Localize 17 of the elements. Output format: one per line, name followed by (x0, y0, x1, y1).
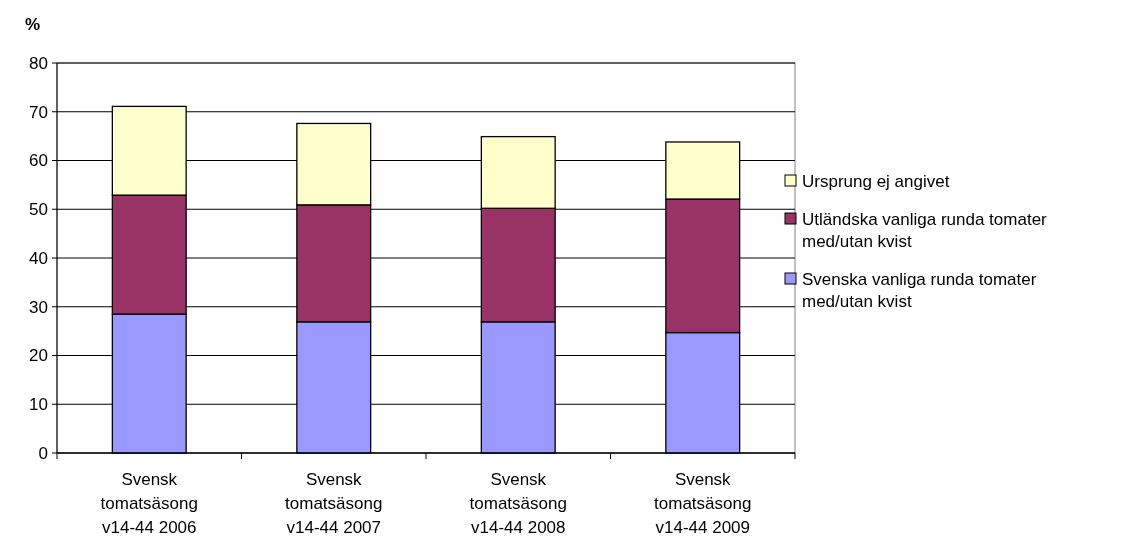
y-tick-label: 40 (29, 248, 48, 268)
legend-label: Utländska vanliga runda tomater med/utan kvist (802, 209, 1048, 251)
y-axis-title: % (25, 15, 41, 34)
x-tick-label: Svensk tomatsäsong v14-44 2009 (654, 470, 752, 537)
y-tick-label: 60 (29, 151, 48, 171)
x-tick-label: Svensk tomatsäsong v14-44 2006 (100, 470, 198, 537)
y-tick-label: 10 (29, 395, 48, 415)
y-tick-label: 30 (29, 297, 48, 317)
y-tick-label: 20 (29, 346, 48, 366)
y-tick-label: 70 (29, 102, 48, 122)
y-tick-label: 80 (29, 53, 48, 73)
x-tick-label: Svensk tomatsäsong v14-44 2008 (469, 470, 567, 537)
legend-label: Svenska vanliga runda tomater med/utan kvist (802, 269, 1037, 311)
legend-label: Ursprung ej angivet (802, 171, 950, 191)
y-tick-label: 50 (29, 200, 48, 220)
y-tick-label: 0 (38, 443, 48, 463)
x-tick-label: Svensk tomatsäsong v14-44 2007 (285, 470, 383, 537)
